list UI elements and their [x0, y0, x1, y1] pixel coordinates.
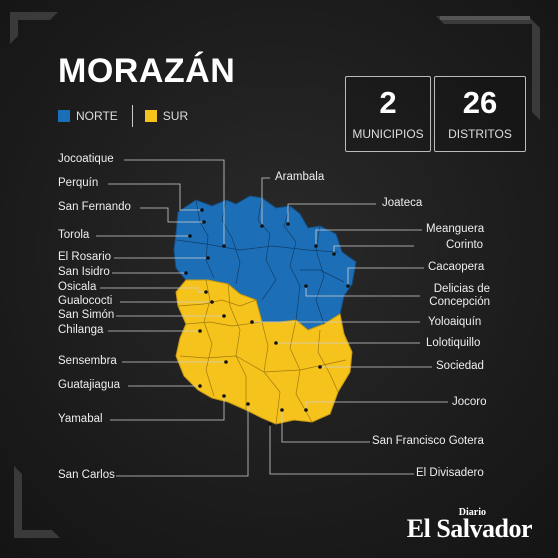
page-title: MORAZÁN [58, 52, 236, 90]
sur-borders [177, 279, 347, 425]
legend-sur-label: SUR [162, 109, 189, 123]
district-label-perquin: Perquín [58, 177, 99, 189]
district-label-gualococti: Gualococti [58, 295, 113, 307]
district-label-sociedad: Sociedad [436, 360, 484, 372]
district-label-chilanga: Chilanga [58, 324, 104, 336]
brand-logo: El Salvador [406, 514, 533, 543]
district-label-el-divisadero: El Divisadero [416, 467, 484, 479]
district-label-san-francisco-gotera: San Francisco Gotera [372, 435, 484, 447]
district-label-sensembra: Sensembra [58, 355, 117, 367]
district-label-meanguera: Meanguera [426, 223, 485, 235]
district-label-jocoro: Jocoro [452, 396, 487, 408]
district-dots [184, 208, 350, 426]
district-label-osicala: Osicala [58, 281, 97, 293]
brand-diario: Diario [458, 507, 486, 518]
district-label-guatajiagua: Guatajiagua [58, 379, 121, 391]
district-label-corinto: Corinto [446, 239, 484, 251]
legend-sur-swatch [144, 110, 157, 122]
distritos-value: 26 [462, 85, 498, 120]
district-label-jocoatique: Jocoatique [58, 153, 114, 165]
district-label-arambala: Arambala [275, 171, 325, 183]
district-label-san-isidro: San Isidro [58, 266, 110, 278]
district-label-san-carlos: San Carlos [58, 469, 115, 481]
legend-norte-swatch [58, 110, 70, 122]
district-label-cacaopera: Cacaopera [428, 261, 485, 273]
legend: NORTE SUR [58, 105, 189, 127]
distritos-label: DISTRITOS [448, 127, 512, 141]
district-label-lolotiquillo: Lolotiquillo [426, 337, 481, 349]
district-label-torola: Torola [58, 229, 90, 241]
distritos-stat: 26 DISTRITOS [434, 76, 526, 152]
norte-borders [175, 197, 345, 325]
district-label-el-rosario: El Rosario [58, 251, 112, 263]
district-label-san-fernando: San Fernando [58, 201, 131, 213]
legend-norte-label: NORTE [76, 109, 118, 123]
legend-divider [131, 105, 133, 127]
municipios-label: MUNICIPIOS [352, 127, 424, 141]
district-label-san-simon: San Simón [58, 309, 115, 321]
district-label-yamabal: Yamabal [58, 413, 103, 425]
district-label-yoloaiquin: Yoloaiquín [428, 316, 482, 328]
district-label-joateca: Joateca [382, 197, 423, 209]
municipios-stat: 2 MUNICIPIOS [345, 76, 431, 152]
district-label-delicias-de-concepcion: Delicias de Concepción [429, 283, 490, 309]
municipios-value: 2 [379, 85, 397, 120]
